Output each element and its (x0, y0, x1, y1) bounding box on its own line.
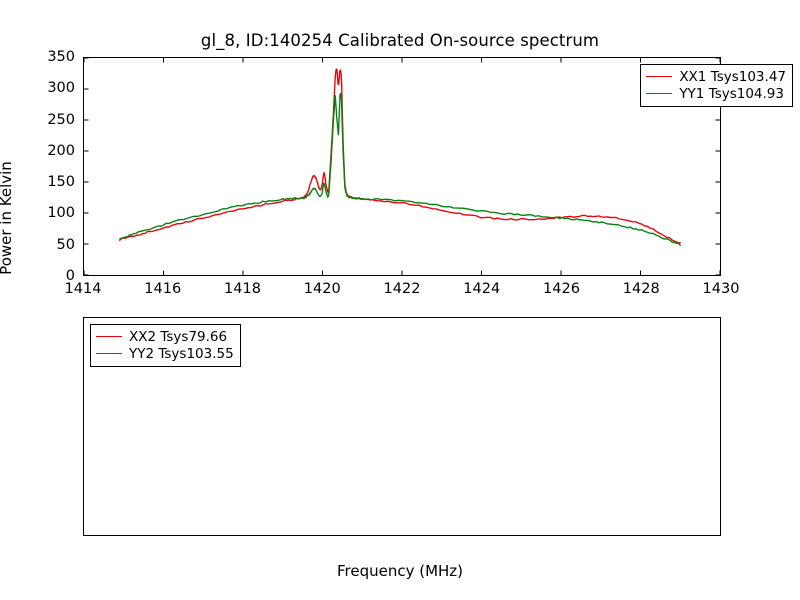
y-tick-label: 300 (47, 80, 75, 97)
legend-entry-xx2: XX2 Tsys79.66 (96, 328, 234, 345)
y-tick-label: 0 (65, 268, 75, 284)
y-tick-label: 50 (56, 236, 75, 253)
legend-swatch-line-red-icon (646, 76, 673, 77)
x-tick-label: 1414 (64, 281, 102, 297)
x-tick-label: 1430 (702, 281, 740, 297)
figure-title: gl_8, ID:140254 Calibrated On-source spe… (200, 31, 600, 50)
top-axis-ylabel: Power in Kelvin (0, 161, 15, 275)
series-line (120, 93, 680, 245)
y-tick-label: 100 (47, 205, 75, 222)
x-tick-label: 1418 (224, 281, 261, 297)
legend-swatch-line-green-icon (646, 93, 673, 94)
x-tick-label: 1428 (622, 281, 660, 297)
series-line (120, 69, 680, 243)
legend-swatch-line-red-icon (96, 336, 122, 337)
x-tick-label: 1424 (463, 281, 501, 297)
legend-label-xx1: XX1 Tsys103.47 (679, 68, 786, 85)
x-tick-label: 1416 (144, 281, 182, 297)
y-tick-label: 200 (47, 142, 75, 159)
y-tick-label: 350 (47, 49, 75, 65)
bottom-axis-xlabel: Frequency (MHz) (336, 562, 464, 580)
legend-entry-yy2: YY2 Tsys103.55 (96, 345, 234, 362)
y-tick-label: 250 (47, 111, 75, 128)
x-tick-label: 1426 (543, 281, 580, 297)
legend-entry-yy1: YY1 Tsys104.93 (646, 85, 786, 102)
legend-swatch-line-green-icon (96, 353, 122, 354)
x-tick-label: 1422 (383, 281, 421, 297)
x-tick-label: 1420 (303, 281, 341, 297)
y-tick-label: 150 (47, 174, 75, 191)
legend-entry-xx1: XX1 Tsys103.47 (646, 68, 786, 85)
top-plot-lines (84, 58, 720, 275)
legend-label-xx2: XX2 Tsys79.66 (129, 328, 228, 345)
axes-top-spectrum (83, 57, 721, 276)
top-legend: XX1 Tsys103.47 YY1 Tsys104.93 (640, 64, 793, 107)
legend-label-yy1: YY1 Tsys104.93 (679, 85, 784, 102)
bottom-legend: XX2 Tsys79.66 YY2 Tsys103.55 (90, 324, 241, 367)
legend-label-yy2: YY2 Tsys103.55 (129, 345, 234, 362)
